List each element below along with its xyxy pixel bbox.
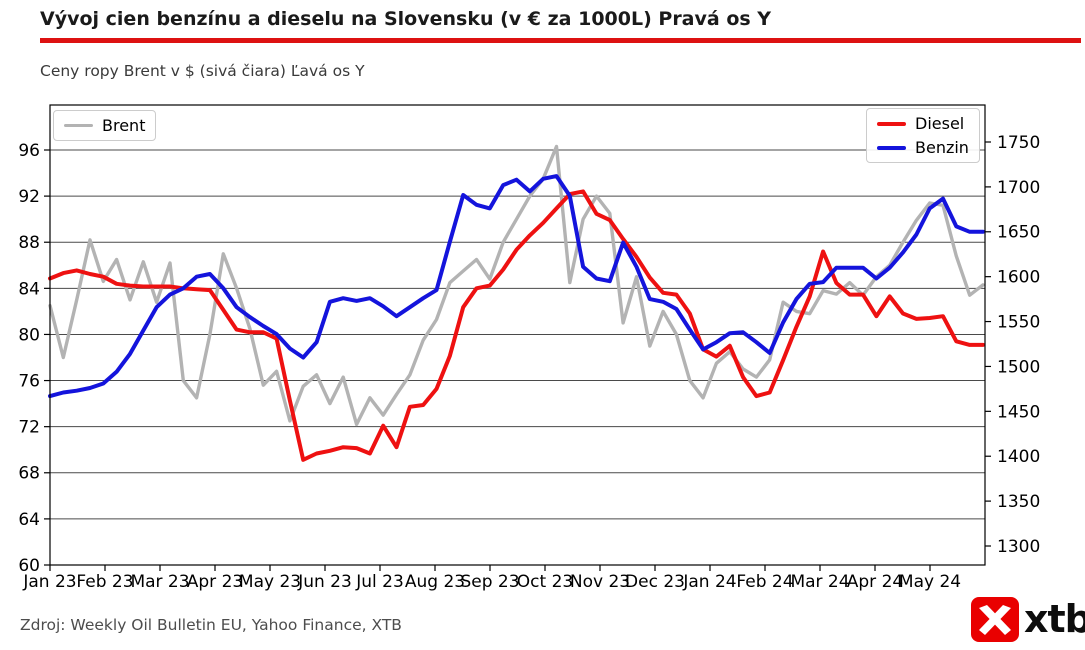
xtb-logo-text: xtb — [1024, 597, 1085, 641]
xtb-logo-mark — [971, 597, 1019, 642]
x-tick-label: Sep 23 — [460, 572, 519, 592]
right-tick-label: 1750 — [997, 133, 1040, 153]
right-tick-label: 1450 — [997, 402, 1040, 422]
left-tick-label: 76 — [18, 372, 40, 392]
legend-row-benzin: Benzin — [877, 138, 969, 157]
x-tick-label: Aug 23 — [405, 572, 465, 592]
legend-label-benzin: Benzin — [915, 138, 969, 157]
x-tick-label: Jun 23 — [297, 572, 352, 592]
x-tick-label: Mar 24 — [790, 572, 849, 592]
legend-brent: Brent — [53, 110, 157, 141]
left-tick-label: 88 — [18, 233, 40, 253]
x-tick-label: May 23 — [239, 572, 301, 592]
right-tick-label: 1300 — [997, 537, 1040, 557]
x-tick-label: Mar 23 — [130, 572, 189, 592]
x-tick-label: Jan 24 — [682, 572, 736, 592]
page-title: Vývoj cien benzínu a dieselu na Slovensk… — [40, 8, 772, 30]
left-tick-label: 64 — [18, 510, 40, 530]
legend-row-brent: Brent — [64, 116, 145, 135]
x-tick-label: Apr 24 — [847, 572, 903, 592]
legend-label-brent: Brent — [102, 116, 146, 135]
x-tick-label: Oct 23 — [517, 572, 573, 592]
left-tick-label: 72 — [18, 418, 40, 438]
left-tick-label: 60 — [18, 556, 40, 576]
diesel-line-swatch — [877, 121, 906, 126]
right-tick-label: 1550 — [997, 313, 1040, 333]
left-tick-label: 80 — [18, 325, 40, 345]
right-tick-label: 1700 — [997, 178, 1040, 198]
legend-row-diesel: Diesel — [877, 114, 969, 133]
x-tick-label: Nov 23 — [570, 572, 630, 592]
plot-frame — [49, 104, 986, 566]
left-tick-label: 92 — [18, 187, 40, 207]
benzin-line-swatch — [877, 145, 906, 150]
right-tick-label: 1650 — [997, 223, 1040, 243]
left-tick-label: 68 — [18, 464, 40, 484]
x-tick-label: Feb 23 — [76, 572, 133, 592]
right-tick-label: 1600 — [997, 268, 1040, 288]
diesel-line — [48, 189, 985, 462]
x-tick-label: Jul 23 — [355, 572, 404, 592]
xtb-x-icon — [979, 604, 1011, 635]
title-rule — [40, 38, 1081, 43]
legend-fuel: Diesel Benzin — [866, 108, 980, 163]
x-tick-label: Feb 24 — [736, 572, 793, 592]
benzin-line — [48, 174, 985, 399]
left-tick-label: 84 — [18, 279, 40, 299]
source-text: Zdroj: Weekly Oil Bulletin EU, Yahoo Fin… — [20, 616, 402, 634]
right-tick-label: 1400 — [997, 447, 1040, 467]
right-tick-label: 1350 — [997, 492, 1040, 512]
xtb-logo: xtb — [971, 597, 1085, 642]
x-tick-label: Apr 23 — [187, 572, 243, 592]
x-tick-label: Dec 23 — [625, 572, 685, 592]
legend-label-diesel: Diesel — [915, 114, 965, 133]
x-tick-label: May 24 — [899, 572, 961, 592]
left-tick-label: 96 — [18, 141, 40, 161]
x-tick-label: Jan 23 — [22, 572, 76, 592]
page-subtitle: Ceny ropy Brent v $ (sivá čiara) Ľavá os… — [40, 62, 365, 80]
right-tick-label: 1500 — [997, 357, 1040, 377]
brent-line-swatch — [64, 123, 93, 128]
brent-line — [48, 144, 985, 427]
